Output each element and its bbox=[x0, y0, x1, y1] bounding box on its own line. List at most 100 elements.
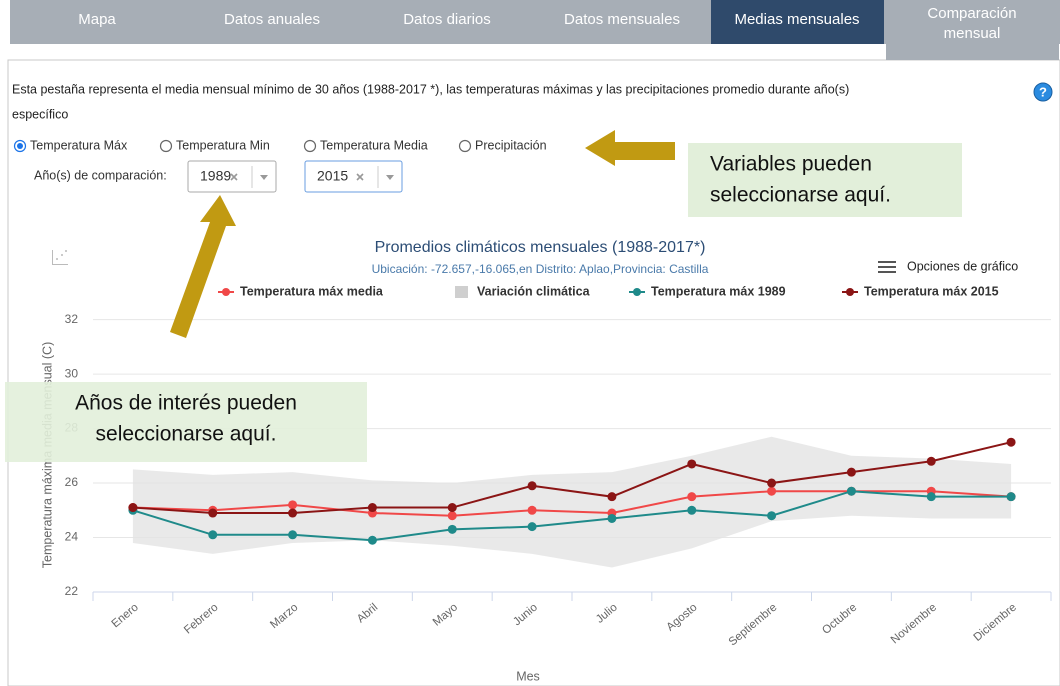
radio[interactable] bbox=[303, 139, 317, 153]
radio-label: Temperatura Media bbox=[320, 138, 428, 152]
point[interactable] bbox=[767, 511, 777, 521]
radio[interactable] bbox=[458, 139, 472, 153]
point[interactable] bbox=[288, 508, 298, 518]
tab[interactable] bbox=[536, 0, 709, 44]
tab-label: Datos anuales bbox=[224, 11, 320, 28]
tab[interactable] bbox=[11, 0, 184, 44]
legend-symbol bbox=[846, 288, 854, 296]
chart-type-icon[interactable] bbox=[52, 250, 68, 265]
point[interactable] bbox=[447, 511, 457, 521]
point[interactable] bbox=[447, 524, 457, 534]
year-value: 2015 bbox=[317, 168, 348, 184]
icon-part bbox=[878, 271, 896, 273]
radio-label: Precipitación bbox=[475, 138, 547, 152]
remove-icon[interactable] bbox=[356, 173, 364, 181]
help-icon[interactable] bbox=[1033, 82, 1053, 102]
point[interactable] bbox=[607, 513, 617, 523]
point[interactable] bbox=[288, 500, 298, 510]
point[interactable] bbox=[846, 467, 856, 477]
point[interactable] bbox=[687, 505, 697, 515]
point[interactable] bbox=[288, 530, 298, 540]
callout-text: seleccionarse aquí. bbox=[710, 184, 891, 207]
point[interactable] bbox=[926, 456, 936, 466]
point[interactable] bbox=[208, 530, 218, 540]
legend-symbol bbox=[455, 286, 468, 298]
y-tick-label: 32 bbox=[65, 312, 79, 326]
legend-label[interactable]: Temperatura máx media bbox=[240, 284, 384, 298]
year-value: 1989 bbox=[200, 168, 231, 184]
point[interactable] bbox=[367, 535, 377, 545]
chart-title: Promedios climáticos mensuales (1988-201… bbox=[375, 239, 706, 256]
callout-text: Variables pueden bbox=[710, 153, 872, 176]
tab[interactable] bbox=[886, 0, 1059, 60]
icon-part bbox=[52, 250, 53, 265]
comparison-label: Año(s) de comparación: bbox=[34, 168, 167, 182]
tab-label: Datos diarios bbox=[403, 11, 491, 28]
icon-part bbox=[878, 266, 896, 268]
description: específico bbox=[12, 107, 68, 121]
help-icon-glyph: ? bbox=[1039, 84, 1047, 99]
menu-icon[interactable] bbox=[878, 261, 896, 273]
icon-part bbox=[52, 264, 68, 265]
legend-symbol bbox=[633, 288, 641, 296]
radio-label: Temperatura Min bbox=[176, 138, 270, 152]
tab-label: Comparación bbox=[927, 5, 1016, 22]
tab-label: Medias mensuales bbox=[734, 11, 859, 28]
point[interactable] bbox=[687, 492, 697, 502]
radio[interactable] bbox=[159, 139, 173, 153]
arrow bbox=[170, 195, 236, 338]
y-tick-label: 24 bbox=[65, 530, 79, 544]
point[interactable] bbox=[767, 478, 777, 488]
description: Esta pestaña representa el media mensual… bbox=[12, 82, 849, 96]
callout-box bbox=[688, 143, 962, 217]
legend-label[interactable]: Temperatura máx 1989 bbox=[651, 284, 786, 298]
series-line bbox=[132, 490, 1012, 542]
tab-bar bbox=[10, 0, 1060, 44]
callouts: Variables pueden seleccionarse aquí. Años … bbox=[5, 143, 962, 462]
icon-part bbox=[65, 250, 67, 252]
tab-label: mensual bbox=[944, 25, 1001, 42]
point[interactable] bbox=[926, 492, 936, 502]
dropdown-arrow[interactable] bbox=[260, 175, 268, 180]
point[interactable] bbox=[846, 486, 856, 496]
point[interactable] bbox=[128, 503, 138, 513]
point[interactable] bbox=[1006, 437, 1016, 447]
point[interactable] bbox=[367, 503, 377, 513]
point[interactable] bbox=[447, 503, 457, 513]
radio-label: Temperatura Máx bbox=[30, 138, 128, 152]
point[interactable] bbox=[527, 505, 537, 515]
y-tick-label: 30 bbox=[65, 366, 79, 380]
arrow bbox=[585, 130, 675, 166]
tab-label: Datos mensuales bbox=[564, 11, 680, 28]
tab[interactable] bbox=[711, 0, 884, 44]
point[interactable] bbox=[607, 492, 617, 502]
dropdown-arrow[interactable] bbox=[386, 175, 394, 180]
legend-label[interactable]: Variación climática bbox=[477, 284, 591, 298]
point[interactable] bbox=[1006, 492, 1016, 502]
point[interactable] bbox=[527, 522, 537, 532]
y-tick-label: 26 bbox=[65, 475, 79, 489]
menu-label[interactable]: Opciones de gráfico bbox=[907, 259, 1018, 273]
year-select[interactable] bbox=[187, 160, 277, 193]
controls: Mapa Datos anuales Datos diarios Datos mens… bbox=[10, 0, 1060, 193]
tab[interactable] bbox=[186, 0, 359, 44]
icon-part bbox=[878, 261, 896, 263]
y-tick-label: 22 bbox=[65, 584, 79, 598]
x-axis-title: Mes bbox=[516, 669, 540, 683]
icon-part bbox=[56, 258, 58, 260]
icon-part bbox=[61, 254, 63, 256]
radio-dot bbox=[17, 143, 23, 149]
point[interactable] bbox=[208, 508, 218, 518]
legend-label[interactable]: Temperatura máx 2015 bbox=[864, 284, 999, 298]
callout-text: seleccionarse aquí. bbox=[96, 423, 277, 446]
point[interactable] bbox=[687, 459, 697, 469]
callout-text: Años de interés pueden bbox=[75, 392, 297, 415]
range-area bbox=[132, 436, 1012, 568]
remove-icon[interactable] bbox=[230, 173, 238, 181]
callout-box bbox=[5, 382, 367, 462]
tab[interactable] bbox=[361, 0, 534, 44]
point[interactable] bbox=[527, 481, 537, 491]
point[interactable] bbox=[767, 486, 777, 496]
series-line bbox=[132, 441, 1012, 515]
tab-label: Mapa bbox=[78, 11, 116, 28]
